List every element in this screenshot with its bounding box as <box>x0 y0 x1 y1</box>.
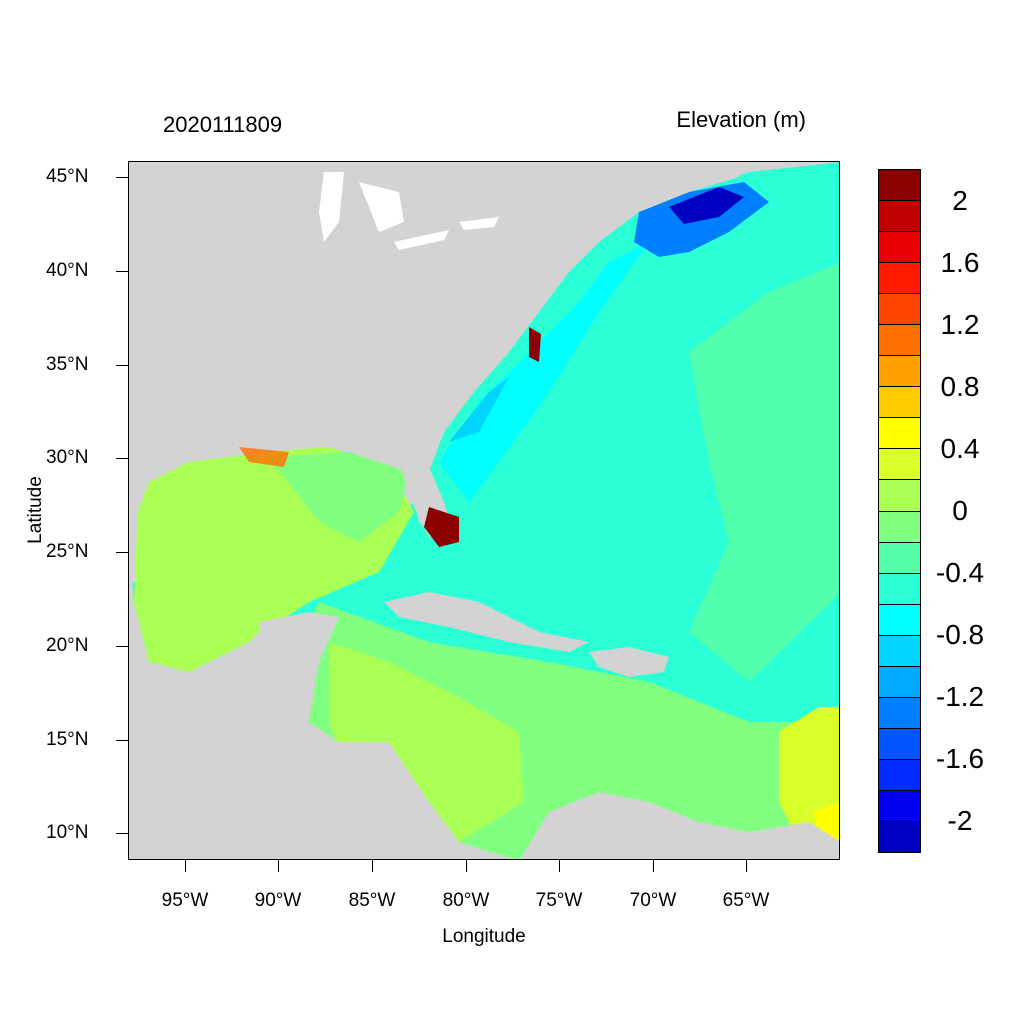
colorbar-label: -0.4 <box>935 557 985 588</box>
colorbar-swatch <box>879 232 920 264</box>
gulf-of-maine-core <box>669 187 744 224</box>
colorbar-swatch <box>879 697 920 729</box>
colorbar-swatch <box>879 635 920 667</box>
colorbar-swatch <box>879 573 920 605</box>
lat-tick-mark <box>116 177 128 178</box>
lon-tick-mark <box>559 860 560 872</box>
lat-tick-label: 40°N <box>46 260 89 281</box>
shelf-deep <box>449 377 509 442</box>
lon-tick-mark <box>746 860 747 872</box>
lon-tick-mark <box>372 860 373 872</box>
lat-tick-mark <box>116 365 128 366</box>
lat-tick-label: 30°N <box>46 447 89 468</box>
lat-tick-label: 10°N <box>46 822 89 843</box>
gulf-east <box>269 452 409 542</box>
yucatan-land <box>259 612 339 717</box>
south-florida-surge <box>424 507 459 547</box>
lon-tick-mark <box>278 860 279 872</box>
colorbar-swatch <box>879 325 920 357</box>
colorbar-swatch <box>879 511 920 543</box>
y-axis-label: Latitude <box>25 476 46 544</box>
lat-tick-label: 45°N <box>46 166 89 187</box>
north-america-land <box>129 162 749 542</box>
lon-tick-label: 65°W <box>722 890 770 911</box>
south-america-land <box>520 792 839 859</box>
lon-tick-label: 95°W <box>161 890 209 911</box>
lat-tick-label: 15°N <box>46 729 89 750</box>
lat-tick-mark <box>116 740 128 741</box>
colorbar-swatch <box>879 728 920 760</box>
colorbar-swatch <box>879 449 920 481</box>
lake-ontario <box>459 217 499 230</box>
elevation-map <box>129 162 839 859</box>
colorbar-swatch <box>879 821 920 853</box>
lat-tick-label: 25°N <box>46 541 89 562</box>
colorbar-label: 1.6 <box>940 247 980 278</box>
lat-tick-mark <box>116 552 128 553</box>
colorbar-swatch <box>879 356 920 388</box>
colorbar-label: 2 <box>952 185 968 216</box>
shelf-waters <box>439 242 649 502</box>
colorbar-label: 1.2 <box>940 309 980 340</box>
cuba-land <box>384 592 589 652</box>
lon-tick-label: 90°W <box>254 890 302 911</box>
colorbar-swatch <box>879 666 920 698</box>
colorbar-swatch <box>879 294 920 326</box>
colorbar-label: 0.8 <box>940 371 980 402</box>
colorbar-swatch <box>879 170 920 202</box>
colorbar-swatch <box>879 480 920 512</box>
colorbar-label: -1.6 <box>935 743 985 774</box>
colorbar-swatch <box>879 604 920 636</box>
colorbar-label: -1.2 <box>935 681 985 712</box>
lat-tick-mark <box>116 271 128 272</box>
colorbar-swatch <box>879 759 920 791</box>
lat-tick-mark <box>116 458 128 459</box>
hispaniola-land <box>589 647 669 677</box>
date-title: 2020111809 <box>163 112 283 137</box>
colorbar-swatch <box>879 201 920 233</box>
lat-tick-mark <box>116 646 128 647</box>
lat-tick-label: 35°N <box>46 354 89 375</box>
colorbar-swatch <box>879 542 920 574</box>
lon-tick-label: 85°W <box>348 890 396 911</box>
x-axis-label: Longitude <box>442 926 526 947</box>
colorbar-swatch <box>879 790 920 822</box>
lake-michigan <box>319 172 344 242</box>
colorbar-label: -2 <box>947 805 973 836</box>
colorbar-swatch <box>879 418 920 450</box>
lon-tick-mark <box>466 860 467 872</box>
lon-tick-label: 75°W <box>535 890 583 911</box>
lon-tick-label: 80°W <box>442 890 490 911</box>
lon-tick-mark <box>185 860 186 872</box>
colorbar-label: -0.8 <box>935 619 985 650</box>
colorbar <box>878 169 921 853</box>
lake-huron <box>359 182 404 232</box>
lat-tick-mark <box>116 833 128 834</box>
carolina-surge <box>529 327 541 362</box>
lake-erie <box>394 230 449 250</box>
lon-tick-mark <box>653 860 654 872</box>
central-atlantic <box>689 262 839 682</box>
lat-tick-label: 20°N <box>46 635 89 656</box>
lon-tick-label: 70°W <box>629 890 677 911</box>
variable-title: Elevation (m) <box>676 107 806 132</box>
mexico-land <box>129 542 513 859</box>
louisiana-surge <box>239 447 289 467</box>
map-panel <box>128 161 840 860</box>
colorbar-swatch <box>879 387 920 419</box>
colorbar-swatch <box>879 263 920 295</box>
colorbar-label: 0 <box>952 495 968 526</box>
colorbar-label: 0.4 <box>940 433 980 464</box>
